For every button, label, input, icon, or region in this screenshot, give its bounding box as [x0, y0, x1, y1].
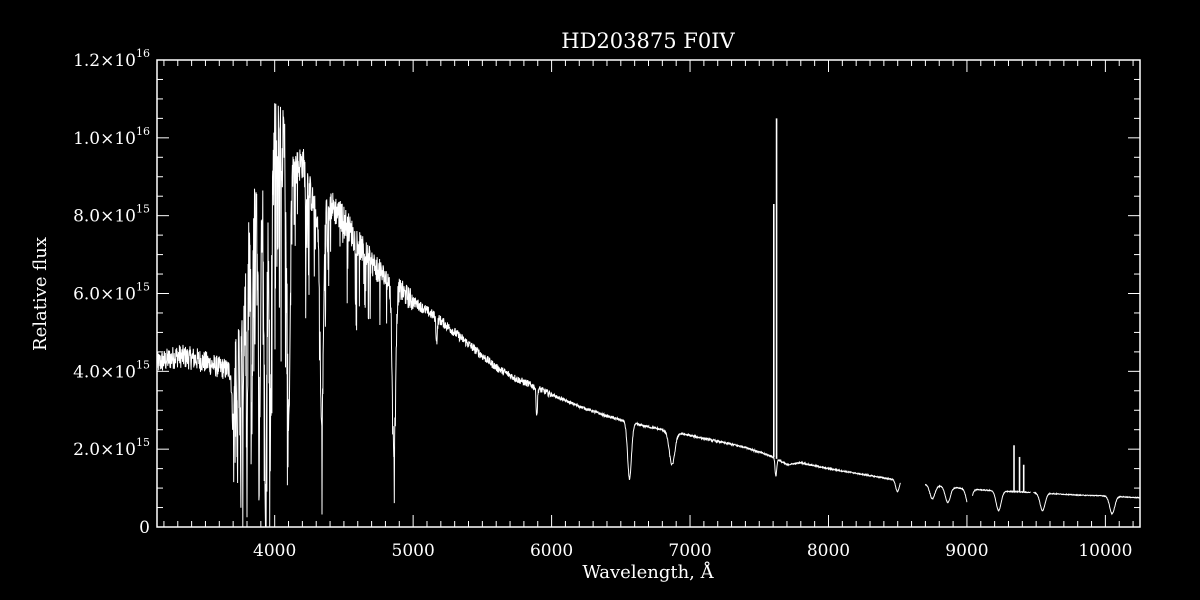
spectrum-line: [156, 103, 1141, 528]
y-tick-exponent: 15: [136, 281, 150, 294]
y-tick-label: 0: [139, 518, 150, 538]
y-tick-mantissa: 1.0×10: [73, 129, 136, 149]
x-tick-label: 9000: [945, 541, 988, 561]
y-tick-mantissa: 4.0×10: [73, 362, 136, 382]
y-tick-label: 8.0×1015: [73, 203, 150, 227]
y-tick-label: 1.2×1016: [73, 47, 150, 71]
y-axis-title: Relative flux: [30, 237, 51, 351]
x-axis-tick-labels: 4000 5000 6000 7000 8000 9000 10000: [253, 541, 1132, 561]
x-axis-title: Wavelength, Å: [582, 561, 714, 583]
chart-title: HD203875 F0IV: [561, 29, 735, 53]
y-tick-mantissa: 2.0×10: [73, 440, 136, 460]
y-tick-exponent: 16: [136, 125, 150, 138]
y-tick-mantissa: 6.0×10: [73, 285, 136, 305]
plot-frame: [156, 59, 1141, 528]
y-tick-exponent: 16: [136, 47, 150, 60]
y-tick-exponent: 15: [136, 436, 150, 449]
series-layer: [156, 103, 1141, 528]
y-tick-exponent: 15: [136, 203, 150, 216]
y-tick-label: 6.0×1015: [73, 281, 150, 305]
y-tick-mantissa: 8.0×10: [73, 207, 136, 227]
y-tick-mantissa: 0: [139, 518, 150, 538]
y-axis-ticks: [157, 59, 1140, 528]
x-tick-label: 5000: [392, 541, 435, 561]
x-tick-label: 4000: [253, 541, 296, 561]
y-tick-label: 4.0×1015: [73, 358, 150, 382]
x-tick-label: 8000: [807, 541, 850, 561]
x-tick-label: 10000: [1078, 541, 1132, 561]
y-tick-mantissa: 1.2×10: [73, 51, 136, 71]
y-tick-exponent: 15: [136, 358, 150, 371]
x-tick-label: 7000: [668, 541, 711, 561]
x-axis-ticks: [163, 60, 1134, 527]
y-axis-tick-labels: 02.0×10154.0×10156.0×10158.0×10151.0×101…: [73, 47, 150, 538]
y-tick-label: 2.0×1015: [73, 436, 150, 460]
y-tick-label: 1.0×1016: [73, 125, 150, 149]
x-tick-label: 6000: [530, 541, 573, 561]
